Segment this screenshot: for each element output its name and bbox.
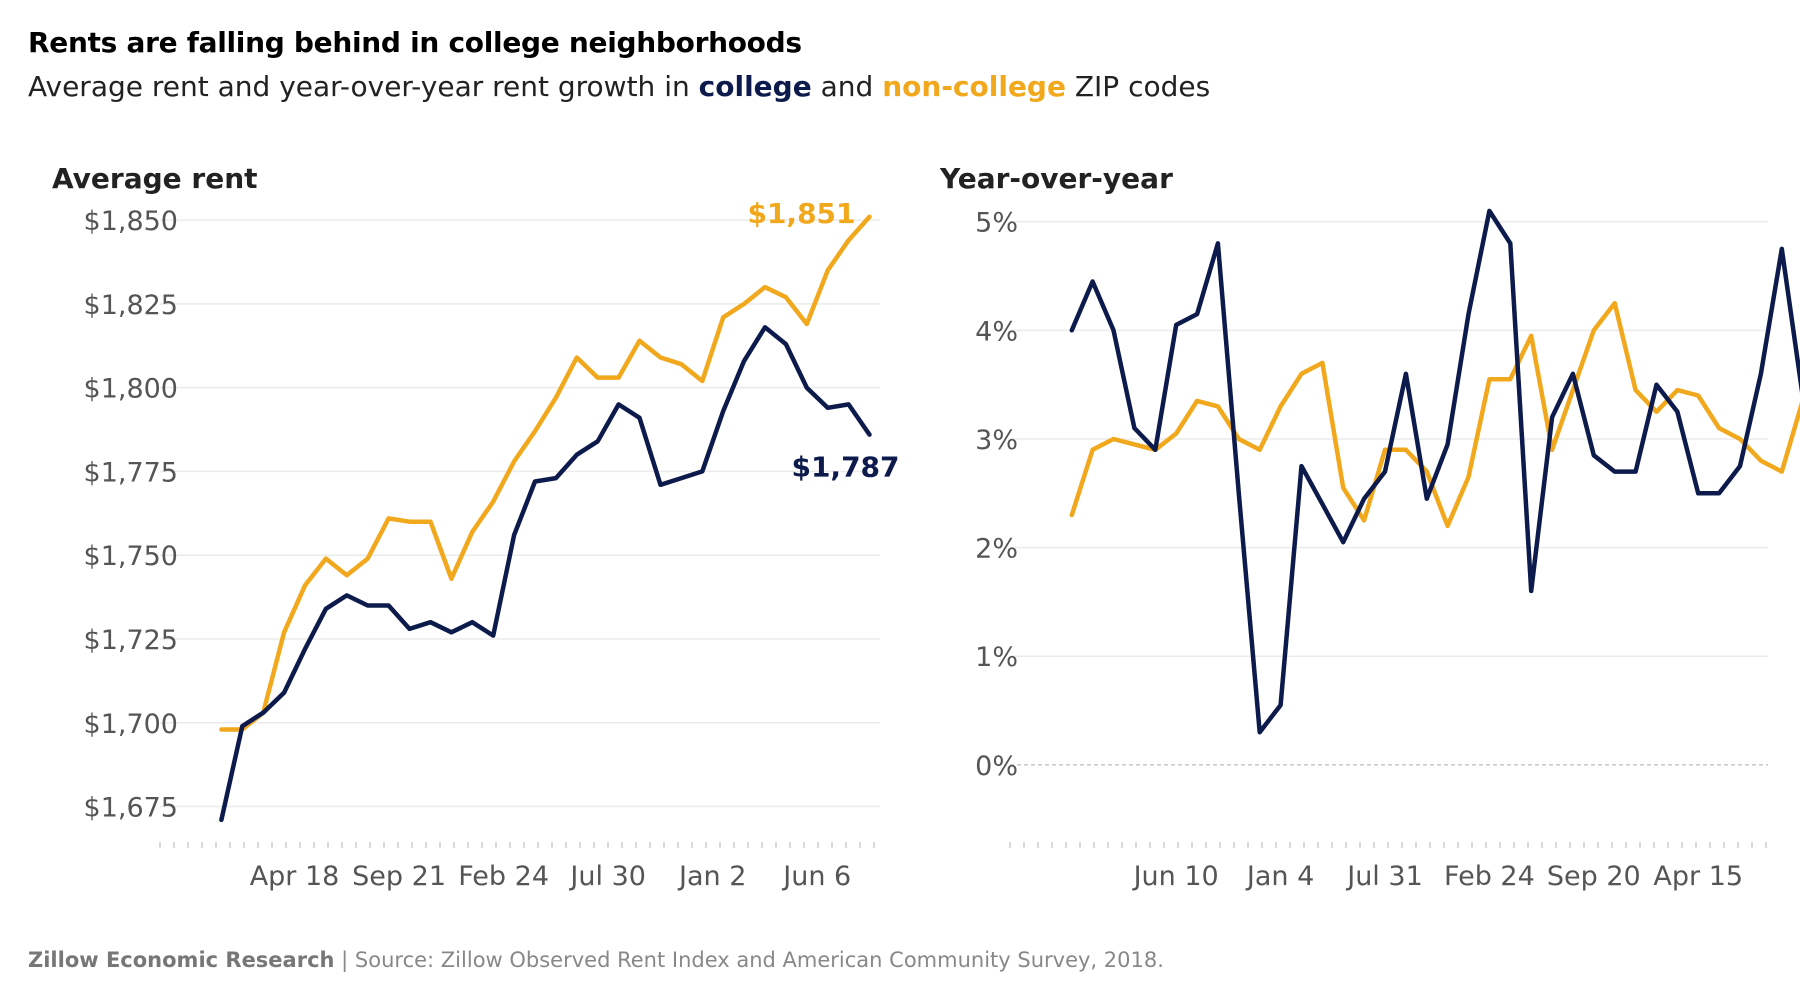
y-tick-label: 4% xyxy=(975,316,1018,347)
y-tick-label: $1,725 xyxy=(84,625,178,656)
noncollege-series-line xyxy=(1069,300,1800,529)
x-tick-label: Sep 20 xyxy=(1547,861,1641,892)
x-tick-label: Jun 10 xyxy=(1132,861,1219,892)
college-series-line xyxy=(1069,208,1800,735)
noncollege-series-line xyxy=(219,214,872,732)
x-tick-label: Jul 31 xyxy=(1345,861,1423,892)
subtitle-text-1: Average rent and year-over-year rent gro… xyxy=(28,70,699,103)
footer: Zillow Economic Research | Source: Zillo… xyxy=(28,948,1164,972)
average-rent-panel-title: Average rent xyxy=(52,162,258,195)
college-end-label: $1,787 xyxy=(791,451,899,484)
y-tick-label: 0% xyxy=(975,751,1018,782)
footer-brand: Zillow Economic Research xyxy=(28,948,335,972)
y-tick-label: $1,750 xyxy=(84,541,178,572)
year-over-year-chart: 0% 1% 2% 3% 4% 5% Jun 10 Jan 4 Jul 31 Feb 24 Sep 2… xyxy=(975,208,1800,892)
x-tick-label: Feb 24 xyxy=(1444,861,1535,892)
subtitle-noncollege-label: non-college xyxy=(882,70,1066,103)
y-tick-label: 2% xyxy=(975,534,1018,565)
x-tick-label: Sep 21 xyxy=(352,861,446,892)
x-tick-label: Jan 4 xyxy=(1245,861,1314,892)
subtitle-college-label: college xyxy=(698,70,812,103)
y-tick-label: $1,825 xyxy=(84,290,178,321)
footer-source: Source: Zillow Observed Rent Index and A… xyxy=(354,948,1164,972)
noncollege-end-label: $1,851 xyxy=(747,197,855,230)
y-tick-label: $1,675 xyxy=(84,793,178,824)
year-over-year-panel-title: Year-over-year xyxy=(940,162,1173,195)
x-tick-label: Jun 6 xyxy=(781,861,851,892)
x-tick-label: Jan 2 xyxy=(677,861,746,892)
college-series-line xyxy=(219,325,872,823)
y-tick-label: 5% xyxy=(975,208,1018,239)
y-tick-label: $1,800 xyxy=(84,374,178,405)
average-rent-chart: $1,675 $1,700 $1,725 $1,750 $1,775 $1,800 $1,8… xyxy=(84,197,900,892)
x-tick-label: Feb 24 xyxy=(458,861,549,892)
footer-separator: | xyxy=(334,948,355,972)
x-tick-label: Apr 15 xyxy=(1653,861,1743,892)
x-tick-label: Apr 18 xyxy=(250,861,340,892)
chart-subtitle: Average rent and year-over-year rent gro… xyxy=(28,70,1210,103)
x-tick-label: Jul 30 xyxy=(568,861,646,892)
y-tick-label: $1,775 xyxy=(84,457,178,488)
y-tick-label: 3% xyxy=(975,425,1018,456)
y-tick-label: $1,850 xyxy=(84,206,178,237)
subtitle-text-3: ZIP codes xyxy=(1065,70,1211,103)
y-tick-label: $1,700 xyxy=(84,709,178,740)
subtitle-text-2: and xyxy=(811,70,883,103)
chart-title: Rents are falling behind in college neig… xyxy=(28,26,802,59)
y-tick-label: 1% xyxy=(975,642,1018,673)
